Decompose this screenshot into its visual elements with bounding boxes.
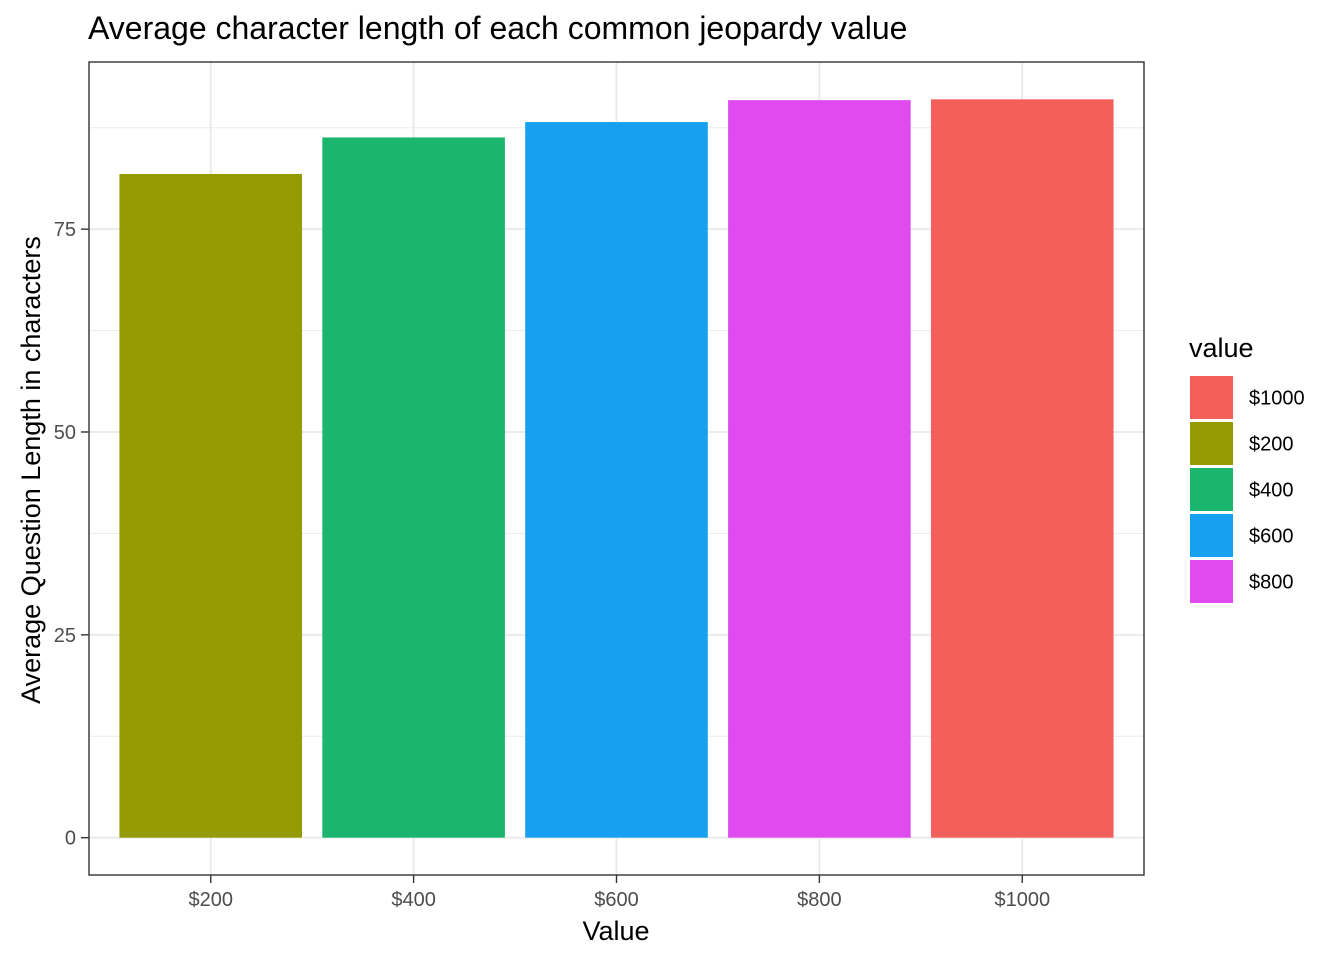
legend-key — [1190, 560, 1233, 603]
y-tick-label: 75 — [54, 219, 76, 241]
bar-usd200 — [119, 173, 303, 838]
legend-label: $1000 — [1249, 388, 1305, 410]
legend-label: $400 — [1249, 480, 1294, 502]
x-axis-label: Value — [582, 916, 649, 946]
legend-label: $800 — [1249, 572, 1294, 594]
y-axis-label: Average Question Length in characters — [16, 236, 46, 704]
x-axis: $200 $400 $600 $800 $1000 — [188, 875, 1050, 911]
legend: value $1000 $200 $400 $600 $800 — [1189, 333, 1305, 603]
x-tick-label: $400 — [391, 889, 436, 911]
chart-title: Average character length of each common … — [88, 10, 907, 46]
legend-key — [1190, 422, 1233, 465]
legend-label: $600 — [1249, 526, 1294, 548]
legend-title: value — [1189, 333, 1254, 363]
y-axis: 0 25 50 75 — [54, 219, 89, 850]
x-tick-label: $1000 — [994, 889, 1050, 911]
bar-usd600 — [525, 122, 708, 838]
legend-key — [1190, 514, 1233, 557]
bar-usd400 — [322, 137, 505, 838]
y-tick-label: 50 — [54, 422, 76, 444]
bars — [119, 99, 1114, 838]
x-tick-label: $200 — [188, 889, 233, 911]
legend-key — [1190, 468, 1233, 511]
x-tick-label: $800 — [797, 889, 842, 911]
bar-usd800 — [728, 100, 911, 838]
legend-items: $1000 $200 $400 $600 $800 — [1190, 376, 1305, 603]
y-tick-label: 0 — [65, 828, 76, 850]
legend-label: $200 — [1249, 434, 1294, 456]
x-tick-label: $600 — [594, 889, 639, 911]
legend-key — [1190, 376, 1233, 419]
y-tick-label: 25 — [54, 625, 76, 647]
bar-usd1000 — [930, 99, 1114, 838]
